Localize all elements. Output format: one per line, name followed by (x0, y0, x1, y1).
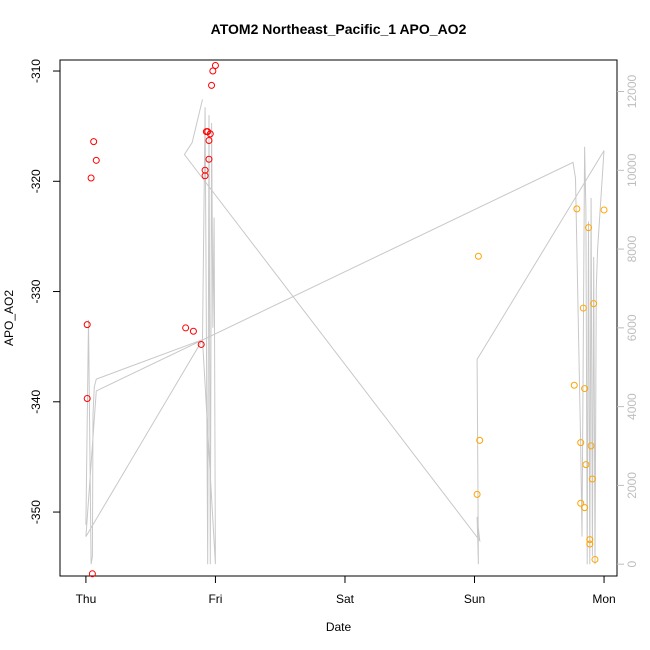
data-point-red (211, 62, 219, 70)
x-tick-label: Sat (336, 592, 355, 606)
data-point-orange (586, 536, 594, 544)
data-point-red (197, 340, 205, 348)
y2-tick-label: 6000 (625, 314, 639, 341)
data-point-orange (588, 475, 596, 483)
data-point-red (88, 570, 96, 578)
data-point-orange (573, 205, 581, 213)
y2-tick-label: 0 (625, 561, 639, 568)
data-point-red (182, 324, 190, 332)
data-point-red (208, 81, 216, 89)
data-point-orange (582, 461, 590, 469)
data-point-orange (577, 439, 585, 447)
y2-tick-label: 2000 (625, 472, 639, 499)
y-tick-label: -320 (29, 169, 43, 193)
y2-tick-label: 10000 (625, 153, 639, 187)
y-axis-right: 0 2000 4000 6000 8000 10000 12000 (617, 75, 639, 568)
y-tick-label: -330 (29, 279, 43, 303)
data-point-red (83, 321, 91, 329)
data-point-orange (586, 540, 594, 548)
data-point-red (205, 136, 213, 144)
data-point-orange (577, 499, 585, 507)
data-point-orange (585, 224, 593, 232)
data-point-red (83, 394, 91, 402)
y2-tick-label: 4000 (625, 393, 639, 420)
x-tick-label: Sun (464, 592, 485, 606)
y-tick-label: -340 (29, 389, 43, 413)
data-point-orange (570, 381, 578, 389)
y2-tick-label: 8000 (625, 235, 639, 262)
x-tick-label: Thu (76, 592, 97, 606)
chart-title: ATOM2 Northeast_Pacific_1 APO_AO2 (211, 21, 467, 37)
y-axis-left: -310 -320 -330 -340 -350 (29, 59, 60, 524)
data-point-red (209, 67, 217, 75)
data-points (83, 62, 608, 578)
plot-frame (59, 59, 618, 577)
data-point-red (201, 166, 209, 174)
data-point-red (87, 174, 95, 182)
x-axis-title: Date (326, 620, 352, 634)
data-point-orange (473, 490, 481, 498)
data-point-red (189, 327, 197, 335)
y-tick-label: -310 (29, 59, 43, 83)
data-point-orange (581, 504, 589, 512)
data-point-orange (581, 385, 589, 393)
x-tick-label: Mon (592, 592, 615, 606)
data-point-orange (590, 300, 598, 308)
data-point-red (90, 138, 98, 146)
data-point-orange (600, 206, 608, 214)
x-axis: Thu Fri Sat Sun Mon (76, 576, 616, 606)
y2-tick-label: 12000 (625, 75, 639, 109)
x-tick-label: Fri (208, 592, 222, 606)
data-point-red (206, 130, 214, 138)
data-point-red (92, 156, 100, 164)
data-point-red (205, 155, 213, 163)
data-point-orange (474, 252, 482, 260)
data-point-orange (476, 436, 484, 444)
y-axis-title: APO_AO2 (2, 290, 16, 346)
altitude-line (85, 99, 605, 565)
data-point-orange (591, 555, 599, 563)
y-tick-label: -350 (29, 500, 43, 524)
data-point-orange (587, 442, 595, 450)
data-point-orange (579, 304, 587, 312)
